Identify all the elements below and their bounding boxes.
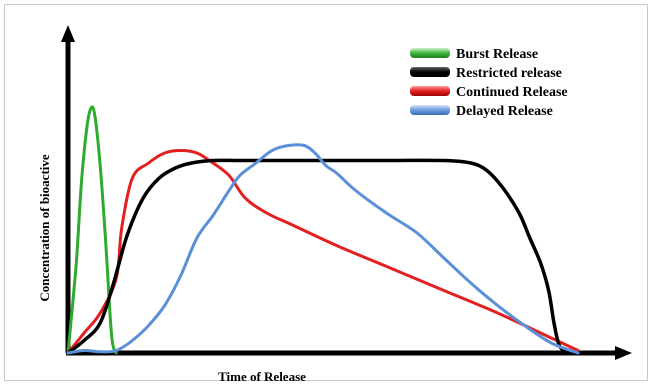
series-line-delayed-release (66, 143, 580, 355)
legend-swatch-burst-release (410, 48, 450, 58)
y-axis-arrow-icon (61, 25, 75, 42)
legend-swatch-continued-release (410, 86, 450, 96)
legend: Burst Release Restricted release Continued… (410, 47, 568, 119)
legend-label-delayed-release: Delayed Release (456, 104, 553, 119)
series-layer (66, 105, 580, 355)
x-axis-label: Time of Release (218, 369, 306, 384)
series-line-restricted-release (66, 158, 580, 355)
legend-swatch-delayed-release (410, 105, 450, 115)
legend-label-burst-release: Burst Release (456, 47, 538, 62)
series-line-burst-release (66, 105, 118, 355)
y-axis-label: Concentration of bioactive (37, 154, 52, 302)
x-axis-arrow-icon (615, 346, 632, 360)
legend-label-restricted-release: Restricted release (456, 66, 562, 81)
legend-label-continued-release: Continued Release (456, 85, 568, 100)
series-line-continued-release (66, 149, 580, 355)
legend-swatch-restricted-release (410, 67, 450, 77)
